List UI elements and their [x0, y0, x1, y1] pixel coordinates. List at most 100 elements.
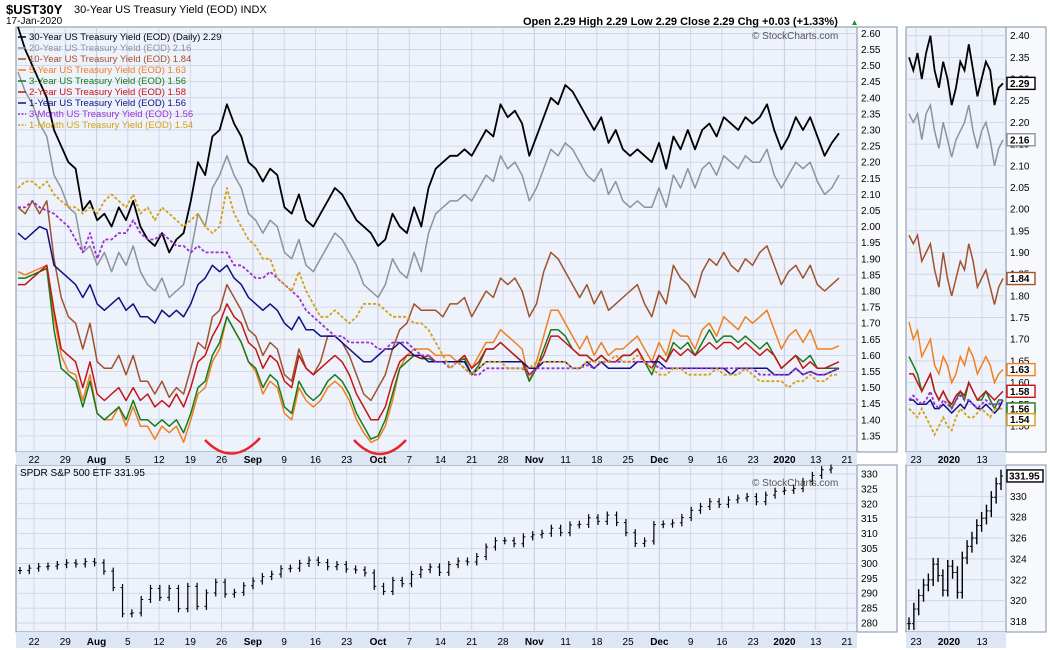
x-tick-label-bottom: 5: [125, 637, 131, 648]
x-tick-label-bottom: Sep: [244, 637, 262, 648]
x-tick-label-top: 16: [716, 455, 728, 466]
annotation-arc-oct: [353, 439, 407, 456]
spy-y-tick-label: 310: [861, 529, 878, 540]
yield-y-tick-label: 2.05: [861, 206, 881, 217]
zoom-yield-y-tick-label: 2.00: [1010, 205, 1030, 216]
spy-panel-axis-bg: [856, 464, 898, 633]
legend-entry-2Y: 2-Year US Treasury Yield (EOD) 1.58: [29, 87, 186, 98]
x-tick-label-top: 25: [623, 455, 635, 466]
zoom-yield-y-tick-label: 1.95: [1010, 226, 1030, 237]
x-tick-label-top: 14: [435, 455, 447, 466]
last-value-badge-2Y: [1006, 384, 1036, 398]
x-tick-label-bottom: 23: [748, 637, 760, 648]
x-tick-label-bottom: 28: [497, 637, 509, 648]
zoom-yield-y-tick-label: 2.40: [1010, 31, 1030, 42]
zoom-spy-y-tick-label: 318: [1010, 617, 1027, 628]
x-tick-label-bottom: 16: [716, 637, 728, 648]
spy-y-tick-label: 300: [861, 559, 878, 570]
x-tick-label-top: 9: [281, 455, 287, 466]
zoom-spy-y-tick-label: 326: [1010, 534, 1027, 545]
legend-entry-3Y: 3-Year US Treasury Yield (EOD) 1.56: [29, 76, 186, 87]
zoom-x-tick-label-top: 2020: [938, 455, 961, 466]
legend-entry-1Y: 1-Year US Treasury Yield (EOD) 1.56: [29, 98, 186, 109]
zoom-x-tick-label-bottom: 13: [976, 637, 988, 648]
x-tick-label-bottom: 2020: [773, 637, 796, 648]
yield-y-tick-label: 1.60: [861, 351, 881, 362]
ohlc-readout: Open 2.29 High 2.29 Low 2.29 Close 2.29 …: [523, 16, 838, 28]
x-tick-label-top: 21: [841, 455, 853, 466]
x-tick-label-bottom: 14: [435, 637, 447, 648]
x-tick-label-top: Sep: [244, 455, 262, 466]
x-tick-label-top: Aug: [87, 455, 106, 466]
x-tick-label-top: Nov: [525, 455, 544, 466]
x-tick-label-bottom: 13: [810, 637, 822, 648]
zoom-x-tick-label-bottom: 2020: [938, 637, 961, 648]
yield-y-tick-label: 1.35: [861, 431, 881, 442]
spy-y-tick-label: 280: [861, 619, 878, 630]
spy-zoom-panel: [905, 464, 1007, 633]
zoom-yield-y-tick-label: 1.90: [1010, 248, 1030, 259]
zoom-spy-y-tick-label: 322: [1010, 575, 1027, 586]
x-tick-label-top: 19: [185, 455, 197, 466]
x-tick-label-top: 9: [688, 455, 694, 466]
zoom-yield-y-tick-label: 2.20: [1010, 118, 1030, 129]
x-tick-label-bottom: 11: [560, 637, 571, 648]
yield-y-tick-label: 1.45: [861, 399, 881, 410]
x-tick-label-bottom: 19: [185, 637, 197, 648]
x-tick-label-bottom: Dec: [650, 637, 669, 648]
x-tick-label-top: 16: [310, 455, 322, 466]
legend-entry-5Y: 5-Year US Treasury Yield (EOD) 1.63: [29, 65, 186, 76]
x-tick-label-bottom: 21: [841, 637, 853, 648]
zoom-series-line-20Y: [908, 102, 1004, 166]
last-value-label-5Y: 1.63: [1010, 365, 1030, 376]
spy-y-tick-label: 315: [861, 514, 878, 525]
yield-y-tick-label: 1.90: [861, 254, 881, 265]
legend-entry-10Y: 10-Year US Treasury Yield (EOD) 1.84: [29, 54, 191, 65]
zoom-spy-y-tick-label: 320: [1010, 596, 1027, 607]
legend-entry-1M: 1-Month US Treasury Yield (EOD) 1.54: [29, 120, 193, 131]
x-tick-label-bottom: 7: [406, 637, 412, 648]
last-value-badge-10Y: [1006, 271, 1036, 286]
yield-y-tick-label: 2.25: [861, 142, 881, 153]
yield-y-tick-label: 2.55: [861, 45, 881, 56]
series-line-3Y: [18, 267, 839, 440]
x-tick-label-top: 12: [154, 455, 166, 466]
x-tick-label-bottom: 23: [341, 637, 353, 648]
yield-y-tick-label: 2.50: [861, 61, 881, 72]
x-tick-label-top: 26: [216, 455, 228, 466]
series-line-1M: [17, 180, 839, 389]
zoom-yield-y-tick-label: 2.05: [1010, 183, 1030, 194]
yield-y-tick-label: 1.75: [861, 303, 881, 314]
x-tick-label-bottom: 12: [154, 637, 166, 648]
yield-y-tick-label: 2.45: [861, 77, 881, 88]
x-tick-label-top: 13: [810, 455, 822, 466]
zoom-x-tick-label-top: 13: [976, 455, 988, 466]
x-tick-label-bottom: 26: [216, 637, 228, 648]
x-tick-label-bottom: 22: [28, 637, 40, 648]
yield-y-tick-label: 1.85: [861, 270, 881, 281]
last-value-label-2Y: 1.58: [1010, 387, 1030, 398]
symbol-description: 30-Year US Treasury Yield (EOD) INDX: [74, 4, 267, 16]
yield-y-tick-label: 1.80: [861, 287, 881, 298]
zoom-yield-y-tick-label: 1.70: [1010, 335, 1030, 346]
watermark-top: © StockCharts.com: [752, 31, 839, 42]
spy-y-tick-label: 290: [861, 589, 878, 600]
zoom-yield-y-tick-label: 1.65: [1010, 356, 1030, 367]
zoom-series-line-2Y: [909, 371, 1004, 406]
up-arrow-icon: [852, 20, 857, 25]
spy-zoom-panel-axis-bg: [1005, 464, 1047, 633]
yield-y-tick-label: 2.60: [861, 29, 881, 40]
symbol-title: $UST30Y: [6, 2, 63, 17]
x-tick-label-bottom: 9: [688, 637, 694, 648]
zoom-yield-y-tick-label: 2.25: [1010, 96, 1030, 107]
zoom-series-line-30Y: [908, 35, 1004, 106]
x-tick-label-bottom: 21: [466, 637, 478, 648]
x-tick-label-top: 23: [748, 455, 760, 466]
last-value-badge-20Y: [1006, 133, 1036, 147]
zoom-yield-y-tick-label: 2.35: [1010, 53, 1030, 64]
yield-y-tick-label: 2.40: [861, 93, 881, 104]
x-axis-band-top: [16, 452, 857, 465]
x-tick-label-bottom: 16: [310, 637, 322, 648]
x-tick-label-top: 18: [591, 455, 603, 466]
